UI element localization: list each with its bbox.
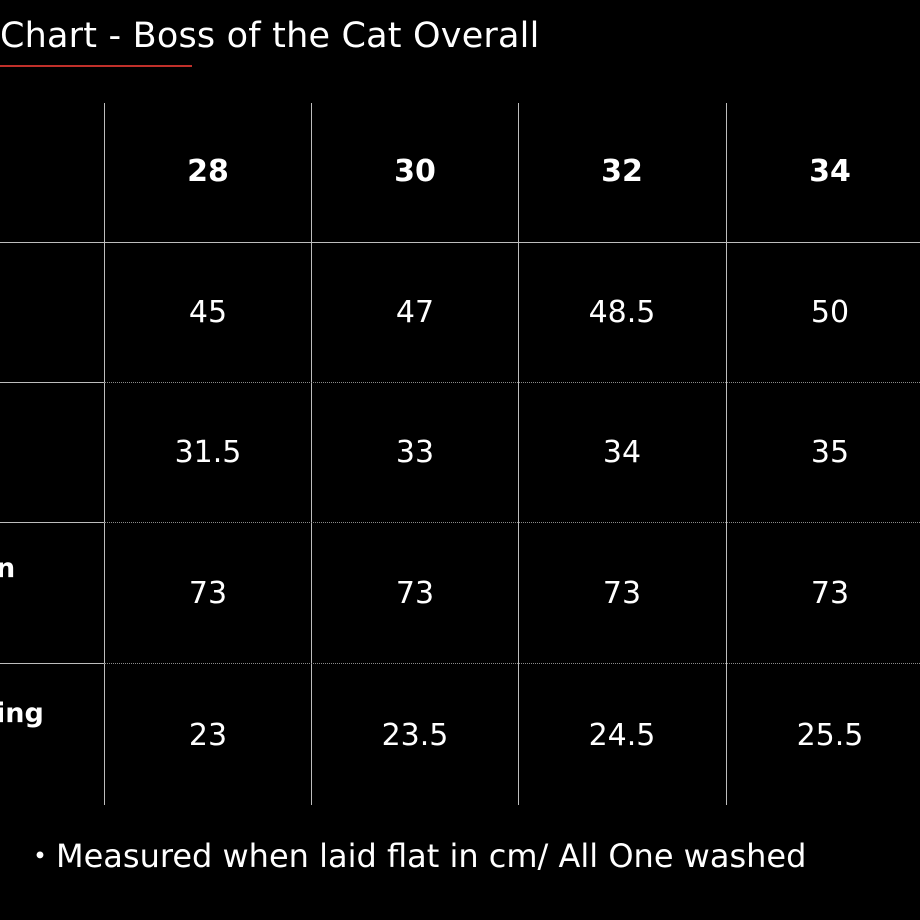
table-cell: 23 [188,718,228,753]
table-cell: 73 [602,576,642,611]
column-header-30: 30 [394,154,436,189]
row-divider [104,522,920,523]
table-divider [518,103,519,805]
row-divider [0,663,104,664]
row-divider [104,663,920,664]
table-cell: 73 [395,576,435,611]
title-underline [0,65,192,67]
header-divider [0,242,920,243]
table-divider [104,103,105,805]
column-header-28: 28 [187,154,229,189]
table-cell: 73 [810,576,850,611]
table-cell: 35 [810,435,850,470]
row-label: ing [0,698,44,729]
table-cell: 34 [602,435,642,470]
table-cell: 48.5 [588,295,656,330]
row-label: n [0,553,16,584]
table-cell: 25.5 [796,718,864,753]
table-divider [311,103,312,805]
table-cell: 45 [188,295,228,330]
row-divider [0,382,104,383]
row-divider [104,382,920,383]
column-header-34: 34 [809,154,851,189]
column-header-32: 32 [601,154,643,189]
table-cell: 33 [395,435,435,470]
table-cell: 50 [810,295,850,330]
measurement-note: ・Measured when laid flat in cm/ All One … [24,837,807,875]
page-title: Chart - Boss of the Cat Overall [0,16,540,56]
table-divider [726,103,727,805]
table-cell: 73 [188,576,228,611]
table-cell: 31.5 [174,435,242,470]
table-cell: 24.5 [588,718,656,753]
row-divider [0,522,104,523]
table-cell: 23.5 [381,718,449,753]
table-cell: 47 [395,295,435,330]
